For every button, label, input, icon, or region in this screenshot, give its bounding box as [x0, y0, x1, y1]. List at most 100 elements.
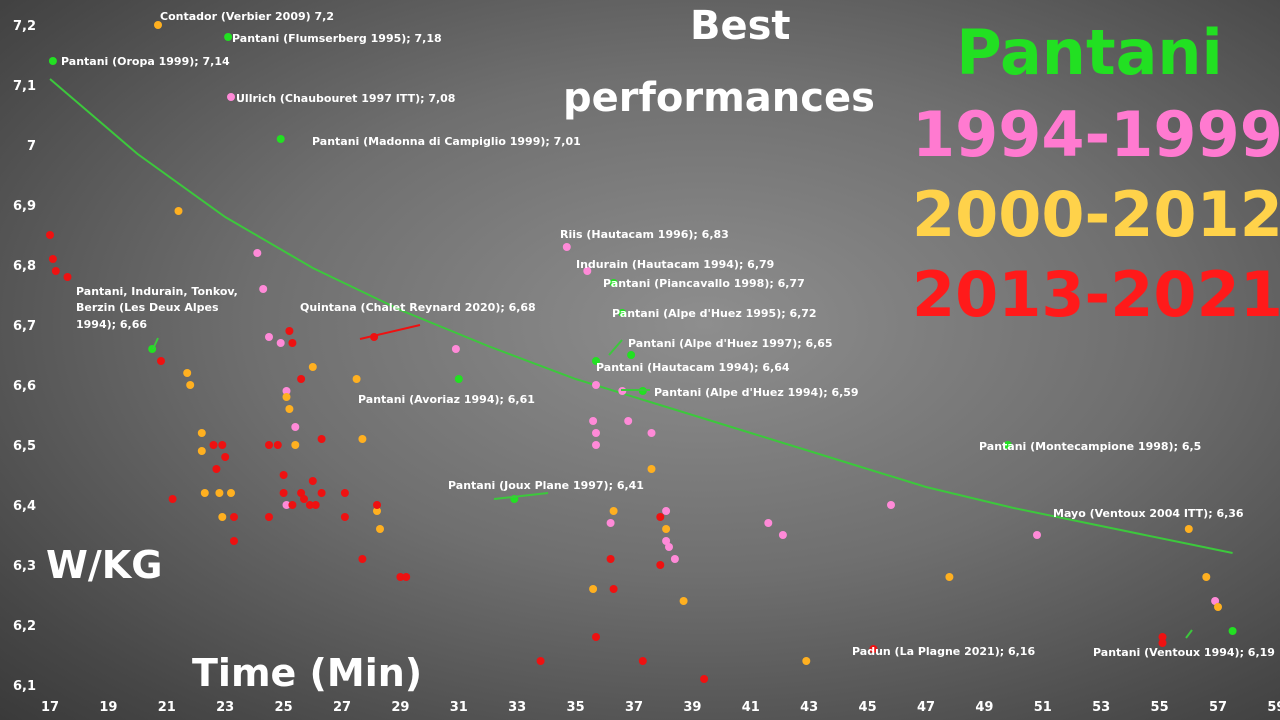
- point-orange-17: [376, 525, 384, 533]
- y-tick-label: 6,7: [13, 319, 36, 334]
- point-green-2: [276, 135, 285, 143]
- point-pink-3: [265, 333, 273, 341]
- x-tick-label: 23: [216, 700, 234, 715]
- point-red-4: [157, 357, 165, 365]
- point-orange-25: [1184, 525, 1193, 533]
- point-red-1: [48, 255, 57, 263]
- point-pink-24: [778, 531, 787, 539]
- leader-line: [152, 337, 159, 350]
- annotations-layer: Contador (Verbier 2009) 7,2 Pantani (Flum…: [61, 10, 1275, 659]
- point-orange-21: [662, 525, 671, 533]
- x-axis-label: Time (Min): [192, 651, 423, 695]
- point-orange-26: [1202, 573, 1211, 581]
- point-green-1: [224, 33, 233, 41]
- point-red-30: [358, 555, 367, 563]
- point-orange-15: [358, 435, 367, 443]
- point-red-23: [305, 501, 314, 509]
- point-red-28: [340, 489, 349, 497]
- x-tick-label: 47: [917, 700, 935, 715]
- point-orange-5: [197, 447, 206, 455]
- annotation-label: Pantani (Alpe d'Huez 1997); 6,65: [628, 337, 833, 350]
- y-tick-label: 6,8: [13, 259, 36, 274]
- point-pink-25: [887, 501, 895, 509]
- point-red-19: [288, 501, 297, 509]
- point-pink-11: [592, 381, 600, 389]
- x-tick-label: 17: [41, 700, 59, 715]
- point-red-42: [700, 675, 709, 683]
- point-red-36: [592, 633, 600, 641]
- x-tick-label: 19: [99, 700, 117, 715]
- point-green-0: [48, 57, 57, 65]
- annotation-label: Pantani (Montecampione 1998); 6,5: [979, 440, 1201, 453]
- x-tick-label: 59: [1267, 700, 1280, 715]
- point-red-38: [609, 585, 618, 593]
- annotation-label: Ullrich (Chaubouret 1997 ITT); 7,08: [236, 92, 455, 105]
- point-red-10: [230, 537, 238, 545]
- legend-pantani: Pantani: [956, 16, 1223, 89]
- point-red-12: [265, 441, 273, 449]
- points-layer: [46, 21, 1237, 683]
- annotation-label: Padun (La Plagne 2021); 6,16: [852, 645, 1035, 658]
- x-tick-label: 31: [450, 700, 468, 715]
- annotation-label: 1994); 6,66: [76, 318, 147, 331]
- annotation-label: Pantani (Alpe d'Huez 1994); 6,59: [654, 386, 859, 399]
- x-axis-ticks: 17 19 21 23 25 27 29 31 33 35 37 39 41 43 45 47 49 51 53 55…: [41, 700, 1280, 715]
- y-tick-label: 6,6: [13, 379, 36, 394]
- point-pink-6: [291, 423, 300, 431]
- point-red-44: [1158, 633, 1167, 641]
- x-tick-label: 21: [158, 700, 176, 715]
- point-red-34: [402, 573, 411, 581]
- point-red-29: [340, 513, 349, 521]
- point-pink-1: [253, 249, 262, 257]
- annotation-label: Pantani (Ventoux 1994); 6,19: [1093, 646, 1275, 659]
- point-orange-7: [215, 489, 224, 497]
- annotation-label: Pantani (Flumserberg 1995); 7,18: [232, 32, 442, 45]
- y-tick-label: 6,1: [13, 679, 36, 694]
- y-tick-label: 6,2: [13, 619, 36, 634]
- point-orange-1: [174, 207, 183, 215]
- point-green-12: [1228, 627, 1237, 635]
- point-red-22: [300, 495, 308, 503]
- annotation-label: Riis (Hautacam 1996); 6,83: [560, 228, 729, 241]
- y-tick-label: 6,9: [13, 199, 36, 214]
- point-red-20: [297, 375, 306, 383]
- point-red-24: [308, 477, 317, 485]
- point-pink-23: [764, 519, 773, 527]
- y-axis-label: W/KG: [46, 543, 163, 587]
- leader-line: [493, 492, 549, 500]
- point-pink-10: [583, 267, 592, 275]
- point-pink-17: [624, 417, 633, 425]
- annotation-label: Pantani (Hautacam 1994); 6,64: [596, 361, 790, 374]
- point-pink-13: [592, 429, 600, 437]
- x-tick-label: 35: [567, 700, 585, 715]
- point-red-9: [221, 453, 230, 461]
- trendline-layer: [49, 78, 1233, 554]
- point-red-3: [63, 273, 72, 281]
- point-red-33: [396, 573, 405, 581]
- point-pink-0: [227, 93, 235, 101]
- point-red-5: [168, 495, 177, 503]
- point-red-7: [212, 465, 221, 473]
- point-red-2: [51, 267, 60, 275]
- annotation-label: Berzin (Les Deux Alpes: [76, 301, 219, 314]
- point-red-35: [536, 657, 545, 665]
- point-pink-15: [606, 519, 615, 527]
- point-green-11: [1003, 441, 1012, 449]
- point-orange-24: [945, 573, 954, 581]
- legend-2000-2012: 2000-2012: [912, 178, 1280, 251]
- point-pink-14: [592, 441, 600, 449]
- x-tick-label: 51: [1034, 700, 1052, 715]
- point-red-18: [288, 339, 297, 347]
- x-tick-label: 27: [333, 700, 351, 715]
- point-pink-19: [662, 507, 671, 515]
- point-red-17: [285, 327, 294, 335]
- point-orange-14: [352, 375, 361, 383]
- point-orange-16: [373, 507, 381, 515]
- point-orange-4: [197, 429, 206, 437]
- point-pink-12: [589, 417, 598, 425]
- point-orange-22: [679, 597, 688, 605]
- point-orange-19: [609, 507, 618, 515]
- point-orange-0: [154, 21, 162, 29]
- annotation-label: Contador (Verbier 2009) 7,2: [160, 10, 334, 23]
- x-tick-label: 53: [1092, 700, 1110, 715]
